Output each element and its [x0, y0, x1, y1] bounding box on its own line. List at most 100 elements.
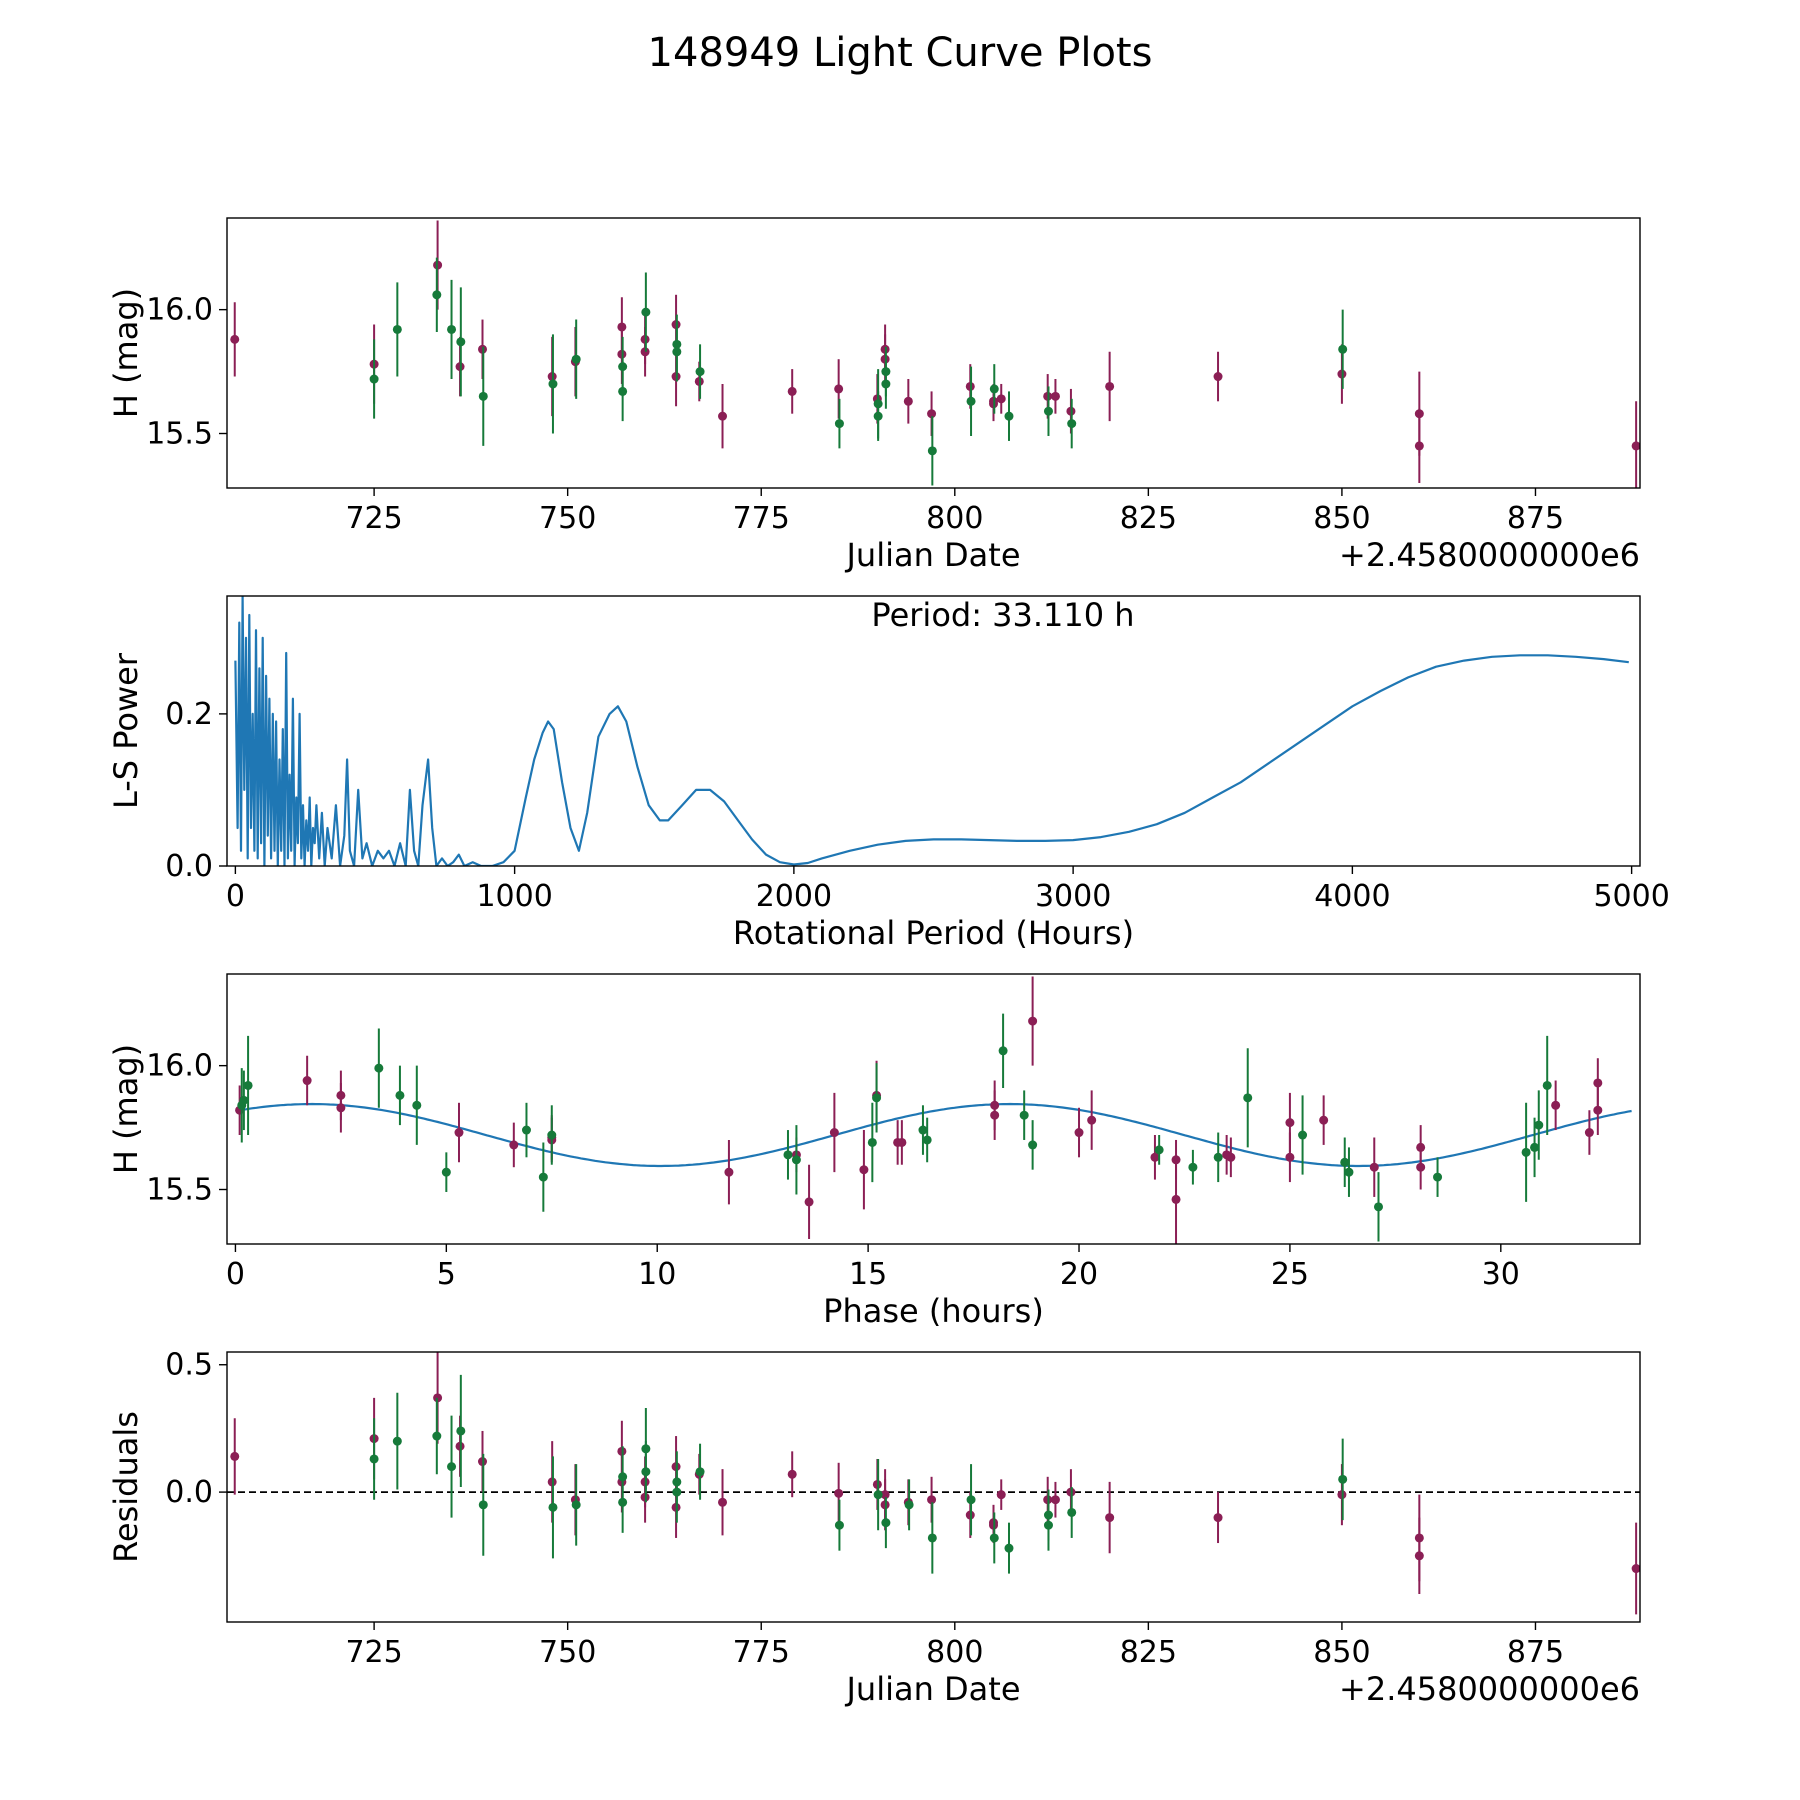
data-point	[804, 1164, 814, 1240]
data-point	[1344, 1147, 1354, 1197]
data-marker	[432, 290, 442, 300]
data-marker	[834, 419, 844, 429]
x-tick-label: 3000	[1035, 879, 1111, 914]
data-point	[1593, 1085, 1603, 1136]
data-marker	[724, 1167, 734, 1177]
data-marker	[787, 1469, 797, 1479]
data-point	[881, 359, 891, 409]
data-point	[990, 1090, 1000, 1140]
data-point	[478, 1453, 488, 1556]
data-marker	[1344, 1167, 1354, 1177]
data-point	[1028, 1120, 1038, 1170]
data-marker	[918, 1125, 928, 1135]
x-tick-label: 725	[345, 1635, 402, 1670]
data-marker	[374, 1063, 384, 1073]
x-tick-label: 0	[226, 879, 245, 914]
x-tick-label: 5	[437, 1257, 456, 1292]
data-marker	[867, 1137, 877, 1147]
data-point	[1584, 1110, 1594, 1155]
axes-frame	[226, 595, 1641, 867]
data-marker	[1542, 1080, 1552, 1090]
data-marker	[239, 1095, 249, 1105]
data-point	[1373, 1172, 1383, 1242]
data-marker	[538, 1172, 548, 1182]
data-point	[1340, 1137, 1350, 1188]
x-tick-label: 825	[1120, 501, 1177, 536]
x-tick-label: 15	[849, 1257, 887, 1292]
data-point	[1631, 401, 1640, 488]
data-marker	[521, 1125, 531, 1135]
data-point	[641, 272, 651, 352]
data-point	[538, 1142, 548, 1212]
data-point	[230, 1418, 240, 1495]
data-point	[1004, 1522, 1014, 1574]
data-marker	[1074, 1128, 1084, 1138]
data-marker	[897, 1137, 907, 1147]
data-marker	[1338, 1474, 1348, 1484]
data-point	[834, 1499, 844, 1551]
model-fit-curve	[235, 1102, 1632, 1168]
x-tick-label: 875	[1507, 1635, 1564, 1670]
y-tick-label: 0.0	[165, 1475, 213, 1510]
data-marker	[395, 1090, 405, 1100]
data-point	[547, 1105, 557, 1165]
data-point	[1171, 1154, 1181, 1244]
data-marker	[1213, 372, 1223, 382]
x-tick-label: 30	[1482, 1257, 1520, 1292]
x-axis-label: Julian Date	[844, 536, 1020, 574]
axes-frame	[226, 217, 1641, 489]
data-point	[1319, 1095, 1329, 1145]
data-marker	[302, 1076, 312, 1086]
data-point	[395, 1065, 405, 1126]
data-marker	[1369, 1162, 1379, 1172]
data-marker	[230, 1451, 240, 1461]
data-marker	[392, 1436, 402, 1446]
data-marker	[1028, 1140, 1038, 1150]
data-marker	[1631, 441, 1640, 451]
data-point	[432, 257, 442, 332]
periodogram-line	[234, 596, 1629, 866]
data-point	[1105, 351, 1115, 422]
data-point	[927, 1502, 937, 1574]
data-point	[996, 1479, 1006, 1510]
data-marker	[1319, 1115, 1329, 1125]
y-tick-label: 16.0	[146, 293, 213, 328]
data-marker	[990, 1110, 1000, 1120]
x-axis-offset-label: +2.4580000000e6	[1339, 536, 1640, 574]
x-tick-label: 0	[226, 1257, 245, 1292]
data-point	[1213, 351, 1223, 402]
data-marker	[998, 1046, 1008, 1056]
data-marker	[1067, 419, 1077, 429]
x-tick-label: 10	[638, 1257, 676, 1292]
data-marker	[1285, 1118, 1295, 1128]
data-point	[1028, 976, 1038, 1066]
data-marker	[829, 1128, 839, 1138]
data-marker	[1213, 1152, 1223, 1162]
data-marker	[447, 324, 457, 334]
y-tick-label: 0.0	[165, 849, 213, 884]
data-marker	[1004, 411, 1014, 421]
y-tick-label: 0.2	[165, 697, 213, 732]
data-marker	[432, 1431, 442, 1441]
data-point	[441, 1152, 451, 1192]
data-marker	[548, 1502, 558, 1512]
data-point	[1043, 1499, 1053, 1551]
y-tick-label: 15.5	[146, 1173, 213, 1208]
data-point	[695, 344, 705, 399]
data-point	[1050, 379, 1060, 414]
y-tick-label: 16.0	[146, 1049, 213, 1084]
x-tick-label: 1000	[476, 879, 552, 914]
axes-frame	[226, 973, 1641, 1245]
data-point	[918, 1105, 928, 1155]
data-point	[989, 1512, 999, 1564]
data-point	[1213, 1492, 1223, 1544]
y-tick-label: 15.5	[146, 417, 213, 452]
data-point	[1067, 1487, 1077, 1538]
data-marker	[804, 1197, 814, 1207]
data-point	[903, 379, 913, 424]
data-marker	[873, 1490, 883, 1500]
series-band-b	[369, 257, 1348, 486]
data-marker	[1530, 1142, 1540, 1152]
data-marker	[1414, 441, 1424, 451]
data-marker	[618, 1497, 628, 1507]
